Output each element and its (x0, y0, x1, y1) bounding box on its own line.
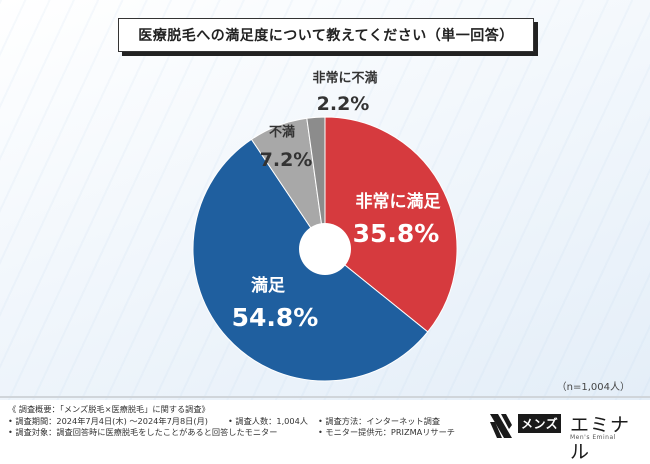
label-very-satisfied-pct: 35.8% (353, 219, 440, 248)
logo-tagline: Men's Eminal (570, 434, 616, 441)
chart-title: 医療脱毛への満足度について教えてください（単一回答） (118, 18, 534, 52)
donut-hole (299, 223, 351, 275)
slice-very-dissatisfied (306, 116, 326, 250)
footer-divider (0, 396, 650, 398)
label-dissatisfied-pct: 7.2% (260, 149, 313, 171)
overview-heading: 《 調査概要：「メンズ脱毛×医療脱毛」に関する調査》 (8, 404, 210, 414)
logo-mens: メンズ (518, 414, 562, 433)
label-very-dissatisfied-name: 非常に不満 (312, 70, 377, 86)
sample-size: （n=1,004人） (556, 382, 630, 393)
survey-method: • 調査方法：インターネット調査 (318, 415, 441, 426)
slice-very-satisfied (324, 116, 458, 333)
logo-mark-icon (490, 414, 512, 438)
label-dissatisfied-name: 不満 (269, 124, 295, 140)
survey-target: • 調査対象：調査回答時に医療脱毛をしたことがあると回答したモニター (8, 427, 278, 437)
label-very-dissatisfied-pct: 2.2% (317, 93, 370, 115)
survey-provider: • モニター提供元：PRIZMAリサーチ (318, 427, 455, 437)
brand-logo: メンズ エミナル Men's Eminal (488, 410, 643, 463)
survey-overview: 《 調査概要：「メンズ脱毛×医療脱毛」に関する調査》 • 調査期間：2024年7… (8, 404, 468, 439)
pie-chart: 非常に満足 35.8% 満足 54.8% 不満 7.2% 非常に不満 2.2% (192, 70, 458, 382)
survey-people: • 調査人数：1,004人 (228, 415, 308, 426)
label-satisfied-pct: 54.8% (232, 303, 319, 332)
label-very-satisfied-name: 非常に満足 (356, 191, 441, 212)
label-satisfied-name: 満足 (251, 275, 285, 296)
survey-period: • 調査期間：2024年7月4日(木) ～2024年7月8日(月) (8, 415, 208, 426)
